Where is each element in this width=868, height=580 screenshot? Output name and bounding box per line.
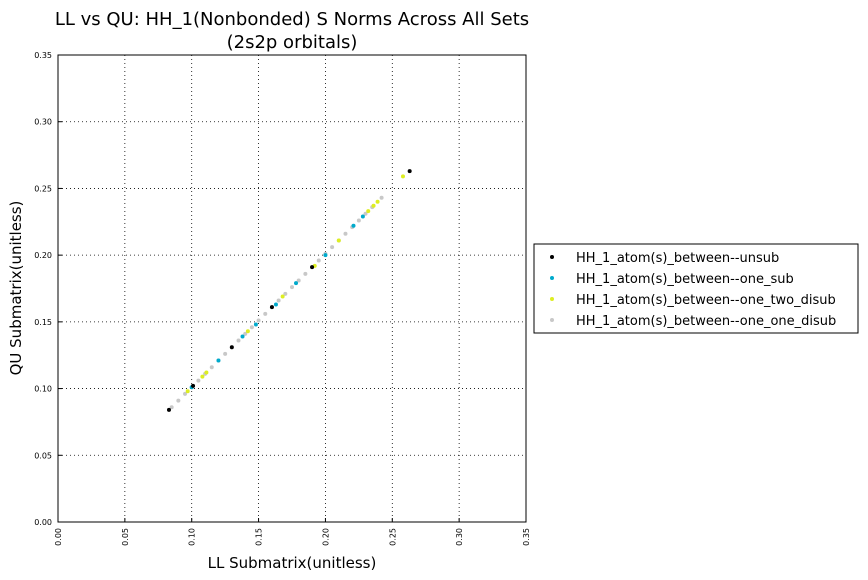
axis-ticks: 0.00 0.05 0.10 0.15 0.20 0.25 0.30 0.35 0.00 0.05… bbox=[34, 51, 531, 546]
data-point bbox=[263, 311, 268, 316]
data-point bbox=[351, 223, 356, 228]
legend-frame bbox=[533, 243, 859, 334]
data-point bbox=[256, 318, 261, 323]
data-point bbox=[223, 351, 228, 356]
y-tick-label: 0.05 bbox=[34, 451, 52, 460]
data-point bbox=[276, 298, 281, 303]
data-point bbox=[371, 203, 376, 208]
data-point bbox=[229, 345, 234, 350]
data-point bbox=[356, 218, 361, 223]
data-point bbox=[166, 407, 171, 412]
y-tick-label: 0.15 bbox=[34, 318, 52, 327]
x-axis-label: LL Submatrix(unitless) bbox=[208, 554, 377, 572]
y-axis-label: QU Submatrix(unitless) bbox=[7, 201, 25, 376]
x-tick-label: 0.35 bbox=[522, 528, 531, 546]
data-point bbox=[269, 305, 274, 310]
data-point bbox=[283, 291, 288, 296]
data-points bbox=[166, 169, 412, 412]
data-point bbox=[249, 325, 254, 330]
x-tick-label: 0.10 bbox=[188, 528, 197, 546]
legend-entry-label: HH_1_atom(s)_between--one_two_disub bbox=[576, 293, 836, 308]
data-point bbox=[336, 238, 341, 243]
legend: HH_1_atom(s)_between--unsub HH_1_atom(s)_… bbox=[533, 243, 859, 334]
data-point bbox=[240, 334, 245, 339]
y-tick-label: 0.35 bbox=[34, 51, 52, 60]
legend-marker bbox=[550, 297, 554, 301]
data-point bbox=[245, 329, 250, 334]
x-tick-label: 0.00 bbox=[54, 528, 63, 546]
data-point bbox=[253, 322, 258, 327]
data-point bbox=[200, 374, 205, 379]
chart-title-line1: LL vs QU: HH_1(Nonbonded) S Norms Across… bbox=[55, 9, 529, 30]
x-tick-label: 0.25 bbox=[388, 528, 397, 546]
y-tick-label: 0.25 bbox=[34, 184, 52, 193]
data-point bbox=[303, 271, 308, 276]
data-point bbox=[280, 294, 285, 299]
data-point bbox=[236, 338, 241, 343]
data-point bbox=[316, 258, 321, 263]
data-point bbox=[379, 195, 384, 200]
data-point bbox=[176, 398, 181, 403]
chart-title-line2: (2s2p orbitals) bbox=[227, 32, 358, 53]
data-point bbox=[191, 383, 196, 388]
legend-entry-label: HH_1_atom(s)_between--one_sub bbox=[576, 272, 794, 287]
data-point bbox=[375, 199, 380, 204]
plot-area-frame bbox=[57, 54, 527, 523]
legend-entry-label: HH_1_atom(s)_between--one_one_disub bbox=[576, 314, 836, 329]
data-point bbox=[330, 245, 335, 250]
data-point bbox=[407, 169, 412, 174]
data-point bbox=[209, 365, 214, 370]
legend-entry-label: HH_1_atom(s)_between--unsub bbox=[576, 251, 779, 266]
data-point bbox=[185, 389, 190, 394]
y-tick-label: 0.20 bbox=[34, 251, 52, 260]
x-tick-label: 0.20 bbox=[321, 528, 330, 546]
legend-marker bbox=[550, 276, 554, 280]
data-point bbox=[196, 378, 201, 383]
legend-marker bbox=[550, 318, 554, 322]
data-point bbox=[363, 211, 368, 216]
data-point bbox=[183, 391, 188, 396]
y-tick-label: 0.10 bbox=[34, 385, 52, 394]
data-point bbox=[273, 302, 278, 307]
data-point bbox=[296, 278, 301, 283]
data-point bbox=[310, 265, 315, 270]
data-point bbox=[400, 174, 405, 179]
legend-marker bbox=[550, 255, 554, 259]
data-point bbox=[216, 358, 221, 363]
x-tick-label: 0.05 bbox=[121, 528, 130, 546]
data-point bbox=[366, 209, 371, 214]
data-point bbox=[169, 405, 174, 410]
x-tick-label: 0.30 bbox=[455, 528, 464, 546]
data-point bbox=[290, 285, 294, 290]
x-tick-label: 0.15 bbox=[255, 528, 264, 546]
data-point bbox=[360, 214, 365, 219]
data-point bbox=[323, 253, 328, 258]
data-point bbox=[343, 231, 348, 236]
data-point bbox=[204, 370, 209, 375]
y-tick-label: 0.30 bbox=[34, 118, 52, 127]
data-point bbox=[243, 331, 248, 336]
data-point bbox=[294, 281, 299, 286]
y-tick-label: 0.00 bbox=[34, 518, 52, 527]
